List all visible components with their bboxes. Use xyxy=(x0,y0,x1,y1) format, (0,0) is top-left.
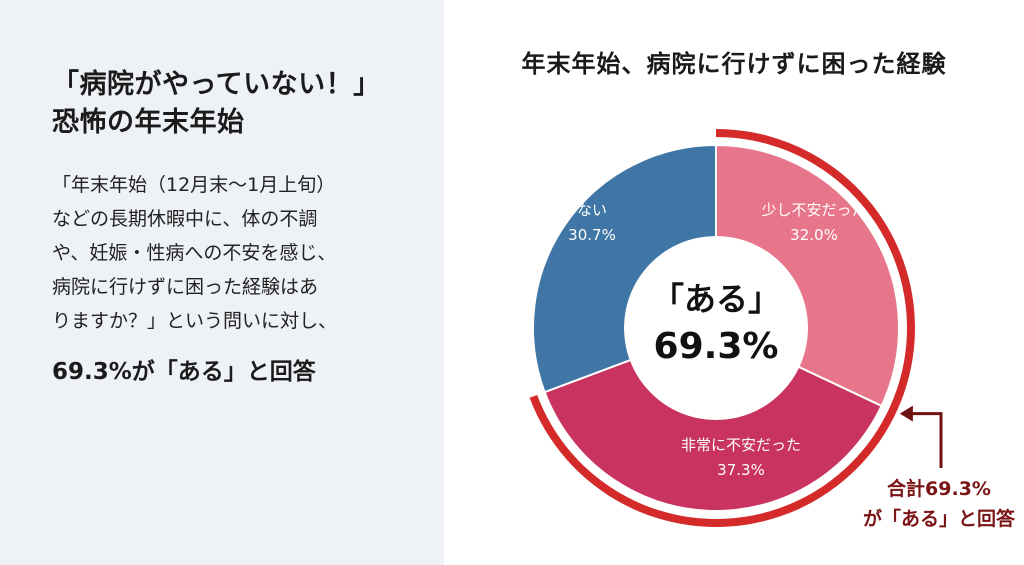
donut-hole xyxy=(624,236,808,420)
annotation-arrow-line xyxy=(901,412,943,468)
donut-chart: 少し不安だった 32.0% 非常に不安だった 37.3% ない 30.7% 「ある」 69.3… xyxy=(529,129,943,527)
slice-label-1: 非常に不安だった xyxy=(681,436,801,454)
headline-line-2: 恐怖の年末年始 xyxy=(52,107,245,138)
chart-panel: 年末年始、病院に行けずに困った経験 少し不安だった 32.0% 非常に不安だった 37… xyxy=(444,0,1024,565)
total-annotation: 合計69.3% が「ある」と回答 xyxy=(854,474,1024,534)
slice-label-0: 少し不安だった xyxy=(761,201,866,219)
headline-line-1: 「病院がやっていない！」 xyxy=(52,69,381,100)
total-annotation-line-1: 合計69.3% xyxy=(887,478,991,500)
annotation-arrow-head xyxy=(899,405,913,422)
question-text: 「年末年始（12月末〜1月上旬） などの長期休暇中に、体の不調 や、妊娠・性病へ… xyxy=(52,174,338,332)
total-annotation-line-2: が「ある」と回答 xyxy=(862,508,1015,530)
center-label: 「ある」 xyxy=(652,280,780,318)
center-value: 69.3% xyxy=(654,326,779,367)
slice-value-2: 30.7% xyxy=(568,226,616,244)
slice-value-1: 37.3% xyxy=(717,461,765,479)
chart-title: 年末年始、病院に行けずに困った経験 xyxy=(521,50,947,78)
slice-value-0: 32.0% xyxy=(790,226,838,244)
headline: 「病院がやっていない！」 恐怖の年末年始 xyxy=(52,66,422,142)
conclusion-text: 69.3%が「ある」と回答 xyxy=(52,359,316,385)
slice-label-2: ない xyxy=(577,201,607,219)
text-column: 「病院がやっていない！」 恐怖の年末年始 「年末年始（12月末〜1月上旬） など… xyxy=(52,66,422,386)
